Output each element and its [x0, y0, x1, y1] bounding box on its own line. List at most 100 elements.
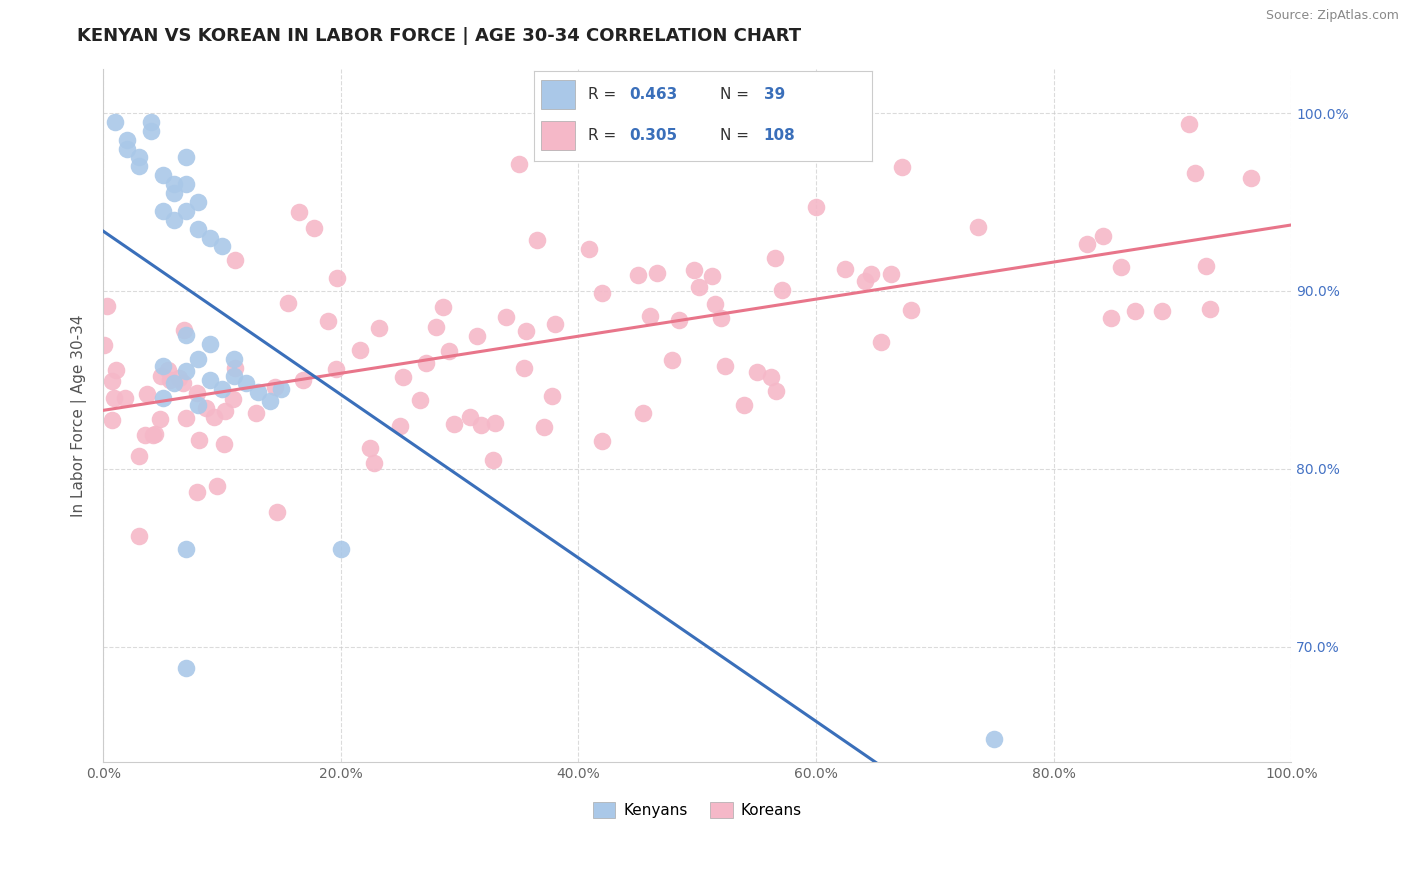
Point	[115, 142, 138, 156]
Point	[734, 398, 756, 412]
Point	[128, 449, 150, 463]
Point	[432, 301, 454, 315]
Point	[101, 374, 124, 388]
Point	[515, 324, 537, 338]
Point	[688, 279, 710, 293]
Point	[765, 384, 787, 399]
Point	[316, 314, 339, 328]
Point	[900, 302, 922, 317]
Point	[329, 541, 352, 556]
Point	[270, 382, 292, 396]
Point	[443, 417, 465, 431]
Point	[325, 362, 347, 376]
Point	[152, 203, 174, 218]
Point	[1109, 260, 1132, 274]
Point	[710, 310, 733, 325]
Point	[1184, 166, 1206, 180]
Point	[349, 343, 371, 357]
Point	[763, 251, 786, 265]
Point	[415, 355, 437, 369]
Point	[513, 361, 536, 376]
Point	[277, 296, 299, 310]
Point	[482, 452, 505, 467]
Point	[187, 351, 209, 366]
Point	[363, 456, 385, 470]
Point	[388, 418, 411, 433]
Point	[578, 242, 600, 256]
Point	[544, 317, 567, 331]
Point	[163, 376, 186, 391]
Point	[163, 212, 186, 227]
Point	[211, 382, 233, 396]
Point	[834, 262, 856, 277]
Point	[198, 373, 221, 387]
Point	[437, 343, 460, 358]
Point	[143, 427, 166, 442]
Point	[631, 406, 654, 420]
Point	[157, 363, 180, 377]
Point	[304, 221, 326, 235]
Point	[187, 194, 209, 209]
Point	[638, 310, 661, 324]
Point	[186, 385, 208, 400]
Point	[104, 363, 127, 377]
Point	[591, 286, 613, 301]
Point	[103, 392, 125, 406]
Point	[176, 411, 198, 425]
Point	[703, 297, 725, 311]
Text: R =: R =	[588, 128, 621, 143]
Point	[533, 420, 555, 434]
Point	[627, 268, 650, 282]
Point	[163, 186, 186, 200]
Point	[983, 732, 1005, 747]
Point	[759, 370, 782, 384]
Point	[891, 160, 914, 174]
Point	[484, 416, 506, 430]
Point	[1099, 311, 1122, 326]
Point	[134, 427, 156, 442]
Point	[425, 319, 447, 334]
Point	[187, 221, 209, 235]
Point	[392, 370, 415, 384]
Point	[167, 371, 190, 385]
Point	[508, 156, 530, 170]
Bar	[541, 80, 575, 109]
Point	[1195, 260, 1218, 274]
Point	[163, 177, 186, 191]
Point	[702, 268, 724, 283]
Point	[245, 406, 267, 420]
Point	[101, 413, 124, 427]
Point	[1092, 229, 1115, 244]
Point	[467, 328, 489, 343]
Point	[1240, 171, 1263, 186]
Point	[470, 417, 492, 432]
Point	[222, 351, 245, 366]
Point	[202, 410, 225, 425]
Point	[176, 328, 198, 343]
Point	[359, 441, 381, 455]
Text: N =: N =	[720, 87, 754, 102]
Point	[772, 283, 794, 297]
Point	[176, 661, 198, 675]
Point	[135, 387, 157, 401]
Point	[266, 504, 288, 518]
Point	[104, 115, 127, 129]
Point	[198, 230, 221, 244]
Text: 0.305: 0.305	[628, 128, 676, 143]
Point	[96, 299, 118, 313]
Point	[176, 541, 198, 556]
Point	[1076, 236, 1098, 251]
Point	[259, 394, 281, 409]
Point	[152, 359, 174, 373]
Point	[211, 239, 233, 253]
Point	[264, 380, 287, 394]
Point	[176, 364, 198, 378]
Point	[668, 313, 690, 327]
Point	[526, 233, 548, 247]
Point	[1178, 117, 1201, 131]
Point	[176, 151, 198, 165]
Point	[205, 479, 228, 493]
Point	[114, 391, 136, 405]
Point	[195, 401, 218, 415]
Point	[152, 168, 174, 182]
